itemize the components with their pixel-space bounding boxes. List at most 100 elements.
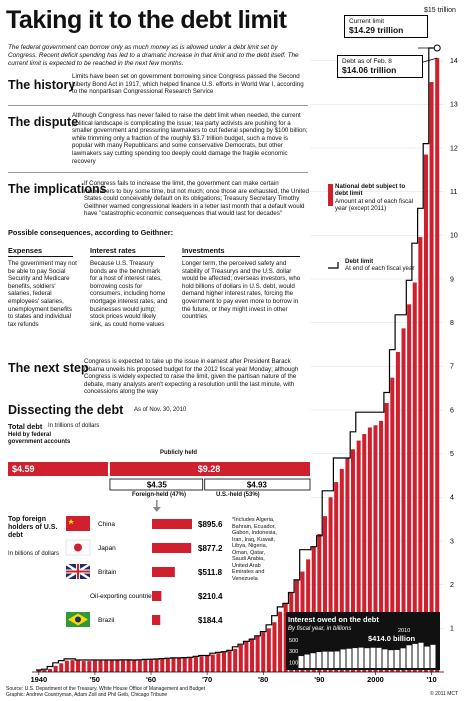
holders-title: Top foreign holders of U.S. debt <box>8 516 58 539</box>
us-held-value: $4.93 <box>247 481 268 490</box>
interest-year: 2010 <box>398 628 411 634</box>
debt-bar <box>182 657 187 672</box>
interest-bar <box>364 648 370 668</box>
interest-bar <box>298 656 304 668</box>
flag-brazil-icon <box>66 612 90 627</box>
flag-star <box>68 519 74 525</box>
debt-bar <box>423 154 428 673</box>
debt-bar <box>143 659 148 672</box>
x-tick-label: 1940 <box>30 675 47 684</box>
top-label: $15 trillion <box>424 7 456 14</box>
interest-bar <box>316 652 322 668</box>
intro-text: The federal government can borrow only a… <box>8 44 299 67</box>
interest-title: Interest owed on the debt <box>288 615 379 624</box>
holder-name: Brazil <box>98 617 115 624</box>
y-tick-label: 14 <box>450 58 458 65</box>
divider <box>90 256 165 257</box>
holder-row <box>66 516 90 531</box>
interest-y-tick-label: 500 <box>289 638 298 644</box>
y-tick-label: 11 <box>450 189 457 196</box>
debt-bar <box>395 351 400 672</box>
interest-bar <box>328 651 334 668</box>
debt-bar <box>64 660 69 672</box>
interest-bar <box>304 654 310 668</box>
y-tick-label: 2 <box>450 582 454 589</box>
legend-limit-title: Debt limit <box>345 258 374 265</box>
dispute-body: Although Congress has never failed to ra… <box>72 112 308 165</box>
page-title: Taking it to the debt limit <box>6 6 287 34</box>
interest-bar <box>322 651 328 668</box>
debt-bar <box>317 534 322 672</box>
holder-bar <box>152 567 175 577</box>
debt-bar <box>255 635 260 672</box>
debt-bar <box>216 653 221 672</box>
holder-value: $895.6 <box>198 520 223 529</box>
debt-bar <box>81 661 86 672</box>
debt-bar <box>104 660 109 672</box>
debt-bar <box>233 648 238 672</box>
interest-bar <box>382 649 388 668</box>
y-tick-label: 5 <box>450 451 454 458</box>
rates-head: Interest rates <box>90 246 136 255</box>
holder-name: China <box>98 521 115 528</box>
x-tick-label: '90 <box>314 675 324 684</box>
flag-cross-red <box>66 564 90 579</box>
dissect-date: As of Nov. 30, 2010 <box>134 407 187 413</box>
expenses-head: Expenses <box>8 246 43 255</box>
debt-bar <box>339 468 344 672</box>
debt-bar <box>210 654 215 672</box>
debt-bar <box>59 663 64 672</box>
x-tick-label: 2000 <box>367 675 384 684</box>
debt-bar <box>311 546 316 672</box>
debt-bar <box>384 403 389 672</box>
rates-body: Because U.S. Treasury bonds are the benc… <box>90 260 168 328</box>
x-tick-label: '70 <box>202 675 212 684</box>
debt-bar <box>53 665 58 672</box>
y-tick-label: 12 <box>450 145 458 152</box>
legend-limit-sub: At end of each fiscal year <box>345 265 415 273</box>
y-tick-label: 4 <box>450 495 454 502</box>
debt-bar <box>322 516 327 672</box>
debt-bar <box>193 656 198 672</box>
total-debt-unit: In trillions of dollars <box>48 423 100 429</box>
history-title: The history <box>8 78 76 92</box>
legend-limit: Debt limit At end of each fiscal year <box>345 258 415 273</box>
debt-bar <box>367 427 372 672</box>
debt-bar <box>356 440 361 672</box>
debt-bar <box>48 668 53 672</box>
debt-bar <box>76 660 81 672</box>
interest-bar <box>310 653 316 668</box>
us-held-label: U.S.-held (53%) <box>216 492 260 498</box>
copyright: © 2011 MCT <box>430 691 459 697</box>
holder-bar <box>152 591 162 601</box>
debt-bar <box>171 658 176 672</box>
legend-debt-sub: Amount at end of each fiscal year (excep… <box>335 197 414 213</box>
legend-debt-swatch <box>328 184 333 206</box>
history-body: Limits have been set on government borro… <box>72 73 304 96</box>
debt-bar <box>283 603 288 672</box>
debt-bar <box>244 641 249 672</box>
interest-bar <box>412 643 418 668</box>
debt-feb-label: Debt as of Feb. 8 <box>342 58 392 65</box>
public-held-label: Publicly held <box>160 450 198 456</box>
interest-bar <box>358 647 364 668</box>
debt-bar <box>188 657 193 672</box>
debt-limit-line <box>36 47 440 671</box>
debt-feb-callout: Debt as of Feb. 8 $14.06 trillion <box>337 55 423 78</box>
debt-bar <box>401 328 406 672</box>
debt-bar <box>261 632 266 672</box>
debt-bar <box>390 377 395 672</box>
debt-bar <box>149 659 154 672</box>
dispute-title: The dispute <box>8 115 79 129</box>
divider <box>8 172 308 173</box>
debt-bar <box>98 660 103 672</box>
interest-bar <box>340 649 346 668</box>
y-tick-label: 13 <box>450 102 458 109</box>
debt-bar <box>407 304 412 672</box>
next-step-body: Congress is expected to take up the issu… <box>84 358 299 396</box>
interest-bar <box>394 649 400 668</box>
foreign-held-label: Foreign-held (47%) <box>132 492 187 498</box>
debt-bar <box>278 611 283 672</box>
debt-bar <box>328 497 333 672</box>
y-tick-label: 10 <box>450 233 458 240</box>
